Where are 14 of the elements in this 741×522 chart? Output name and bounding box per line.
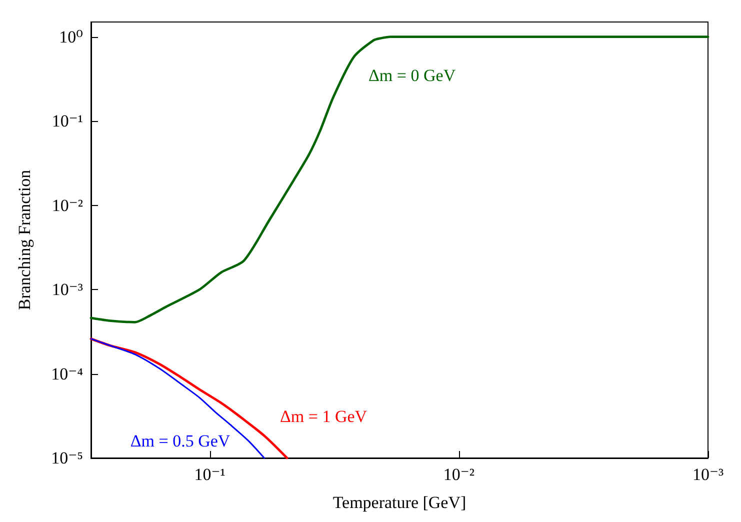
x-tick-label: 10⁻¹	[194, 465, 226, 484]
annotation: Δm = 0.5 GeV	[130, 432, 231, 450]
y-tick-label: 10⁻¹	[52, 112, 83, 131]
annotation: Δm = 0 GeV	[368, 66, 456, 85]
y-axis-title: Branching Franction	[15, 169, 34, 310]
x-axis-title: Temperature [GeV]	[332, 493, 466, 512]
y-tick-label: 10⁻³	[52, 280, 83, 300]
y-tick-label: 10⁻²	[52, 196, 83, 215]
x-tick-label: 10⁻²	[443, 465, 474, 484]
y-tick-label: 10⁻⁴	[51, 364, 84, 384]
x-tick-label: 10⁻³	[692, 465, 724, 484]
y-tick-label: 10⁻⁵	[51, 448, 84, 468]
y-tick-label: 10⁰	[59, 27, 84, 46]
annotation: Δm = 1 GeV	[280, 407, 368, 426]
